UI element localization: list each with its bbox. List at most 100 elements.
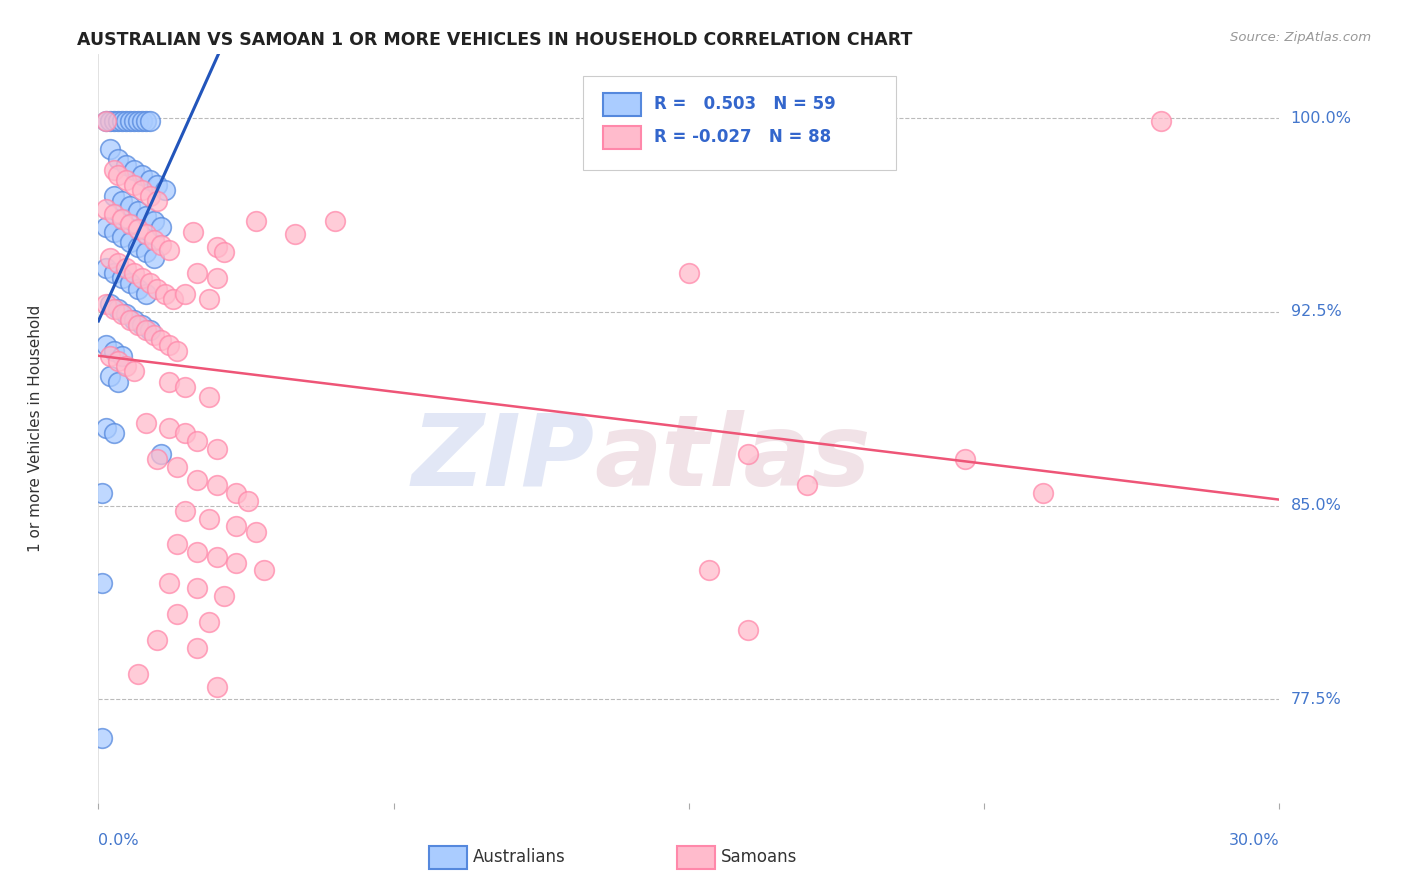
Point: [127, 240, 149, 254]
Point: [174, 426, 197, 441]
Point: [107, 375, 129, 389]
Point: [150, 219, 173, 234]
Point: [678, 266, 700, 280]
Point: [1150, 113, 1173, 128]
Point: [127, 318, 149, 332]
Point: [197, 615, 219, 629]
Point: [98, 297, 121, 311]
Point: [115, 113, 138, 128]
Point: [146, 452, 169, 467]
Text: 85.0%: 85.0%: [1291, 498, 1341, 513]
Text: atlas: atlas: [595, 409, 870, 507]
Point: [115, 260, 138, 275]
Point: [174, 286, 197, 301]
Point: [135, 227, 157, 242]
Point: [166, 537, 188, 551]
Point: [150, 237, 173, 252]
Point: [737, 447, 759, 461]
Point: [214, 245, 236, 260]
Point: [96, 202, 118, 216]
Text: 30.0%: 30.0%: [1229, 833, 1279, 848]
Point: [796, 478, 818, 492]
Point: [166, 607, 188, 622]
Text: 77.5%: 77.5%: [1291, 692, 1341, 707]
Point: [953, 452, 976, 467]
Point: [107, 168, 129, 182]
Point: [205, 271, 228, 285]
Point: [135, 323, 157, 337]
Point: [155, 184, 177, 198]
Point: [146, 282, 169, 296]
Point: [146, 194, 169, 208]
FancyBboxPatch shape: [678, 847, 714, 869]
Point: [122, 162, 145, 177]
Text: 1 or more Vehicles in Household: 1 or more Vehicles in Household: [28, 304, 44, 552]
Point: [111, 113, 134, 128]
Point: [186, 582, 208, 596]
Point: [284, 227, 307, 242]
Point: [122, 266, 145, 280]
Text: 92.5%: 92.5%: [1291, 304, 1341, 319]
Point: [103, 162, 125, 177]
Point: [98, 251, 121, 265]
Point: [131, 318, 153, 332]
Point: [323, 214, 346, 228]
Point: [245, 524, 267, 539]
Point: [138, 277, 160, 291]
Point: [157, 375, 180, 389]
Point: [225, 556, 247, 570]
Point: [236, 493, 259, 508]
Point: [107, 302, 129, 317]
Point: [205, 442, 228, 456]
Point: [186, 473, 208, 487]
Point: [107, 153, 129, 167]
Point: [96, 338, 118, 352]
Point: [122, 312, 145, 326]
Point: [131, 271, 153, 285]
Point: [115, 359, 138, 373]
Point: [98, 369, 121, 384]
Point: [146, 633, 169, 648]
Point: [107, 113, 129, 128]
Point: [155, 286, 177, 301]
Point: [166, 459, 188, 474]
Point: [142, 328, 165, 343]
Text: R = -0.027   N = 88: R = -0.027 N = 88: [654, 128, 831, 146]
Point: [131, 184, 153, 198]
Point: [135, 286, 157, 301]
Text: 0.0%: 0.0%: [98, 833, 139, 848]
Point: [103, 225, 125, 239]
Point: [186, 640, 208, 655]
Point: [186, 545, 208, 559]
Point: [157, 421, 180, 435]
Point: [245, 214, 267, 228]
Point: [1032, 485, 1054, 500]
Point: [115, 308, 138, 322]
Point: [166, 343, 188, 358]
Point: [103, 426, 125, 441]
Point: [138, 323, 160, 337]
Point: [98, 113, 121, 128]
FancyBboxPatch shape: [582, 76, 896, 169]
Point: [111, 349, 134, 363]
Point: [91, 576, 114, 591]
Point: [174, 504, 197, 518]
Text: Source: ZipAtlas.com: Source: ZipAtlas.com: [1230, 31, 1371, 45]
Text: R =   0.503   N = 59: R = 0.503 N = 59: [654, 95, 835, 113]
Point: [127, 113, 149, 128]
Point: [214, 589, 236, 603]
Point: [697, 563, 720, 577]
Point: [157, 576, 180, 591]
Point: [197, 292, 219, 306]
Text: 100.0%: 100.0%: [1291, 111, 1351, 126]
Point: [186, 266, 208, 280]
Point: [142, 251, 165, 265]
Point: [111, 271, 134, 285]
Point: [103, 188, 125, 202]
Point: [135, 113, 157, 128]
Point: [115, 173, 138, 187]
Point: [103, 266, 125, 280]
Point: [197, 511, 219, 525]
Point: [98, 349, 121, 363]
Point: [96, 297, 118, 311]
